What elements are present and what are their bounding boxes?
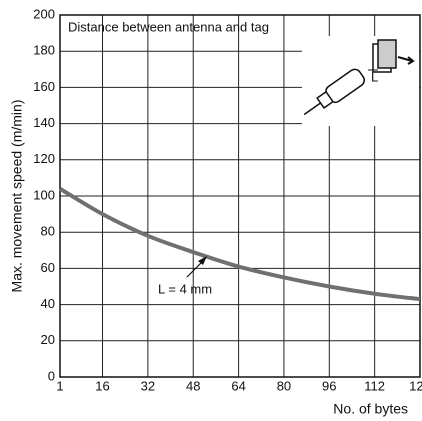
annotation: L = 4 mm bbox=[158, 281, 212, 296]
y-tick-label: 160 bbox=[33, 79, 55, 94]
grid-layer bbox=[59, 14, 421, 378]
y-tick-label: 60 bbox=[41, 260, 55, 275]
x-tick-label: 80 bbox=[277, 378, 291, 393]
inset-label: L bbox=[371, 69, 378, 84]
y-tick-label: 120 bbox=[33, 151, 55, 166]
x-tick-label: 32 bbox=[141, 378, 155, 393]
x-tick-label: 128 bbox=[409, 378, 422, 393]
antenna-icon bbox=[303, 68, 366, 116]
x-tick-label: 64 bbox=[231, 378, 245, 393]
y-tick-label: 140 bbox=[33, 115, 55, 130]
x-tick-label: 1 bbox=[56, 378, 63, 393]
y-axis-label: Max. movement speed (m/min) bbox=[9, 100, 25, 293]
x-tick-label: 16 bbox=[95, 378, 109, 393]
y-tick-label: 0 bbox=[48, 368, 55, 383]
y-tick-label: 80 bbox=[41, 224, 55, 239]
y-tick-label: 100 bbox=[33, 187, 55, 202]
y-tick-label: 180 bbox=[33, 43, 55, 58]
tag-icon-front bbox=[377, 39, 397, 69]
arrow-icon bbox=[397, 56, 415, 65]
y-tick-label: 20 bbox=[41, 332, 55, 347]
x-tick-label: 112 bbox=[364, 378, 385, 393]
y-tick-label: 200 bbox=[33, 6, 55, 21]
chart-title: Distance between antenna and tag bbox=[68, 19, 269, 34]
x-tick-label: 96 bbox=[322, 378, 336, 393]
x-tick-label: 48 bbox=[186, 378, 200, 393]
x-axis-label: No. of bytes bbox=[333, 401, 408, 417]
y-tick-label: 40 bbox=[41, 296, 55, 311]
inset-illustration: L bbox=[302, 36, 419, 126]
annotation-arrowhead bbox=[198, 256, 207, 265]
plot-frame bbox=[59, 14, 421, 378]
data-line bbox=[58, 187, 421, 302]
